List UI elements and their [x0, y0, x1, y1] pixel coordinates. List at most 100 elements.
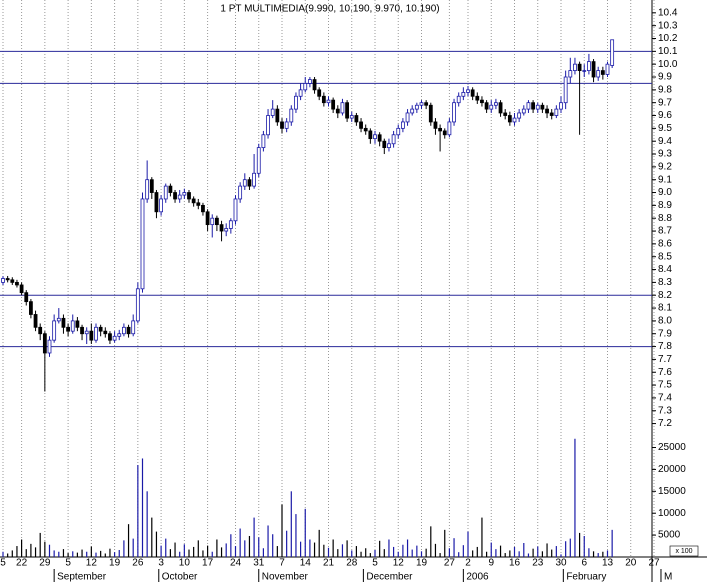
- candle-body: [61, 317, 66, 328]
- x-tick-label: 31: [253, 558, 265, 569]
- candle-body: [382, 140, 387, 149]
- candle-body: [187, 192, 191, 200]
- candle-body: [540, 104, 545, 110]
- x-tick-label: 7: [279, 558, 285, 569]
- candle-body: [24, 292, 29, 303]
- x-tick-label: 5: [65, 558, 71, 569]
- candle-body: [135, 288, 140, 322]
- candle-body: [80, 326, 84, 335]
- candle-body: [214, 217, 219, 226]
- candle-body: [163, 185, 168, 200]
- y-tick-label: 8.3: [658, 277, 672, 288]
- volume-tick-label: 20000: [658, 464, 686, 475]
- candle-body: [117, 333, 122, 337]
- candle-body: [503, 112, 508, 116]
- candle-body: [5, 278, 10, 281]
- candle-body: [261, 134, 266, 149]
- candle-body: [335, 108, 340, 114]
- candle-body: [177, 194, 182, 200]
- candle-body: [126, 326, 131, 335]
- x-tick-label: 6: [581, 558, 587, 569]
- y-tick-label: 10.4: [658, 7, 678, 18]
- x-tick-label: 12: [393, 558, 405, 569]
- candle-body: [410, 108, 415, 114]
- candle-body: [354, 115, 359, 123]
- candle-body: [182, 192, 187, 196]
- candle-body: [52, 320, 57, 341]
- candle-body: [573, 63, 577, 71]
- x-tick-label: 27: [648, 558, 660, 569]
- candle-body: [568, 70, 573, 78]
- candle-body: [94, 326, 98, 341]
- month-label: 2006: [466, 572, 489, 582]
- candle-body: [526, 102, 531, 110]
- candle-body: [247, 179, 252, 187]
- candle-body: [33, 314, 38, 328]
- candle-body: [600, 70, 605, 75]
- y-tick-label: 7.7: [658, 354, 672, 365]
- candle-body: [154, 192, 159, 213]
- candle-body: [289, 108, 294, 123]
- candle-body: [405, 112, 410, 123]
- candle-body: [205, 211, 210, 226]
- candle-body: [512, 117, 517, 123]
- candle-body: [270, 108, 275, 116]
- x-tick-label: 27: [444, 558, 456, 569]
- x-tick-label: 5: [0, 558, 6, 569]
- candle-body: [507, 115, 512, 123]
- candle-body: [15, 281, 19, 286]
- volume-tick-label: 15000: [658, 486, 686, 497]
- x-tick-label: 19: [109, 558, 121, 569]
- candle-body: [224, 228, 229, 232]
- candle-body: [535, 104, 540, 110]
- candle-body: [326, 99, 331, 104]
- candle-body: [577, 63, 582, 71]
- candle-body: [340, 102, 345, 114]
- x-tick-label: 24: [230, 558, 242, 569]
- y-tick-label: 8.4: [658, 264, 672, 275]
- candle-body: [201, 204, 205, 213]
- y-tick-label: 9.5: [658, 123, 672, 134]
- candle-body: [470, 89, 475, 97]
- candle-body: [582, 70, 587, 72]
- x-tick-label: 14: [300, 558, 312, 569]
- volume-tick-label: 10000: [658, 508, 686, 519]
- candle-body: [549, 112, 554, 116]
- y-tick-label: 9.3: [658, 149, 672, 160]
- y-tick-label: 9.7: [658, 97, 672, 108]
- y-tick-label: 8.1: [658, 303, 672, 314]
- candle-body: [447, 121, 452, 136]
- y-tick-label: 8.7: [658, 226, 672, 237]
- x-tick-label: 30: [555, 558, 567, 569]
- candle-body: [112, 335, 117, 341]
- candle-body: [70, 320, 75, 332]
- y-tick-label: 10.1: [658, 46, 678, 57]
- x-tick-label: 22: [16, 558, 28, 569]
- candle-body: [531, 102, 535, 110]
- candle-body: [66, 326, 70, 332]
- candle-body: [456, 95, 461, 104]
- candle-body: [56, 317, 61, 322]
- y-tick-label: 8.0: [658, 316, 672, 327]
- candle-body: [452, 102, 456, 123]
- x-tick-label: 5: [372, 558, 378, 569]
- candle-body: [1, 278, 5, 283]
- candle-body: [359, 121, 363, 129]
- x-tick-label: 9: [488, 558, 494, 569]
- x-tick-label: 3: [158, 558, 164, 569]
- candle-body: [480, 99, 484, 104]
- x-tick-label: 12: [86, 558, 98, 569]
- y-tick-label: 10.3: [658, 20, 678, 31]
- candle-body: [400, 121, 405, 129]
- candle-body: [312, 79, 317, 91]
- x-tick-label: 2: [465, 558, 471, 569]
- candle-body: [498, 102, 503, 114]
- candle-body: [554, 108, 559, 116]
- candle-body: [47, 339, 52, 354]
- volume-unit: x 100: [675, 548, 692, 555]
- y-tick-label: 7.8: [658, 341, 672, 352]
- candle-body: [433, 121, 438, 129]
- candle-body: [521, 108, 526, 114]
- candle-body: [493, 102, 498, 106]
- candle-body: [303, 83, 308, 91]
